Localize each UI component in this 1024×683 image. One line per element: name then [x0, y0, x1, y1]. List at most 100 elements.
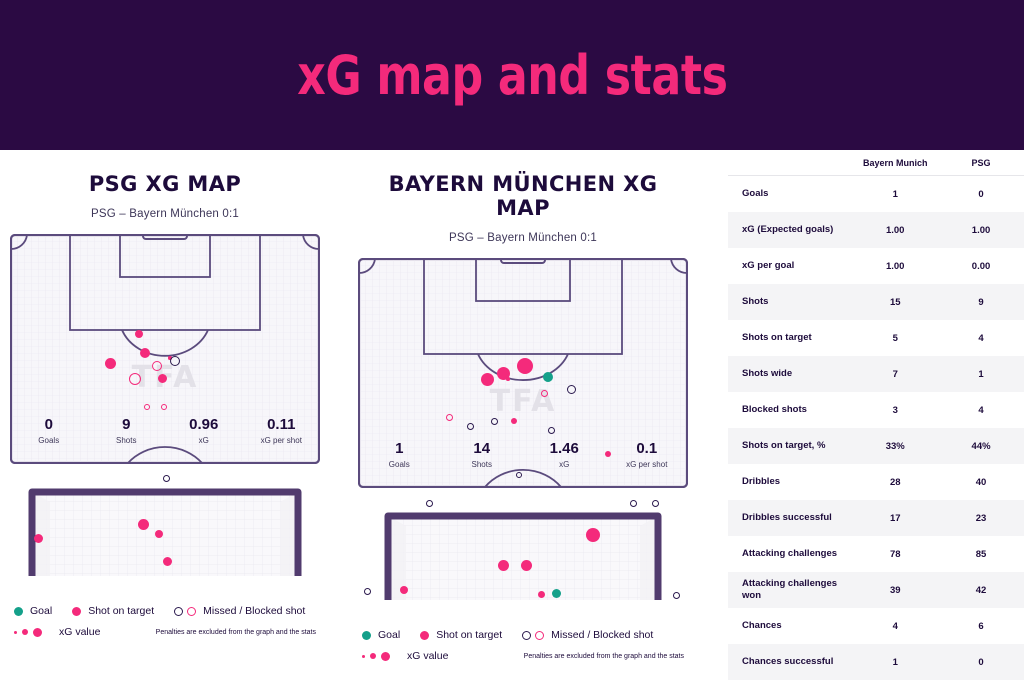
bayern-pitch-stats: 1 Goals 14 Shots 1.46 xG 0.1 xG per shot: [358, 440, 688, 469]
stat-label: xG: [198, 436, 209, 445]
legend-shot-on-target: Shot on target: [420, 629, 502, 641]
shot-marker: [135, 330, 143, 338]
legend-label: Missed / Blocked shot: [551, 629, 654, 641]
row-psg-value: 0: [978, 656, 984, 668]
missed-shot-marker: [516, 472, 522, 478]
table-row: Shots 15 9: [728, 284, 1024, 320]
legend-note: Penalties are excluded from the graph an…: [155, 628, 316, 636]
row-psg-value: 4: [978, 332, 984, 344]
row-psg-value: 4: [978, 404, 984, 416]
bayern-map-subtitle: PSG – Bayern München 0:1: [449, 232, 597, 244]
psg-goal-frame: [10, 474, 320, 597]
shot-marker: [481, 373, 494, 386]
table-row: Attacking challenges 78 85: [728, 536, 1024, 572]
page-title: xG map and stats: [296, 43, 728, 107]
missed-shot-marker: [673, 592, 680, 599]
row-metric: Dribbles: [742, 476, 781, 488]
row-psg-value: 85: [975, 548, 987, 560]
shot-marker: [498, 560, 509, 571]
row-metric: Chances: [742, 620, 782, 632]
shot-marker: [34, 534, 43, 543]
row-metric: Attacking challenges: [742, 548, 838, 560]
table-row: Shots on target, % 33% 44%: [728, 428, 1024, 464]
shot-marker: [521, 560, 532, 571]
row-bayern-value: 15: [889, 296, 901, 308]
row-psg-value: 0.00: [971, 260, 991, 272]
table-header-row: Bayern Munich PSG: [728, 150, 1024, 176]
row-bayern-value: 5: [892, 332, 898, 344]
blocked-shot-marker: [129, 373, 141, 385]
missed-shot-marker: [163, 475, 170, 482]
bayern-map-title: BAYERN MÜNCHEN XG MAP: [388, 172, 658, 220]
table-row: Chances 4 6: [728, 608, 1024, 644]
missed-shot-marker: [170, 356, 180, 366]
legend-label: Goal: [30, 605, 53, 617]
bayern-pitch: TFA 1: [358, 258, 688, 488]
blocked-shot-marker: [161, 404, 168, 411]
blocked-shot-marker: [144, 404, 151, 411]
stat-label: Goals: [388, 460, 410, 469]
shot-marker: [105, 358, 116, 369]
xg-scale-icon: [362, 651, 395, 661]
row-psg-value: 1.00: [971, 224, 991, 236]
row-psg-value: 40: [975, 476, 987, 488]
shot-marker: [497, 367, 510, 380]
row-bayern-value: 78: [889, 548, 901, 560]
row-psg-value: 42: [975, 584, 987, 596]
shot-marker: [168, 356, 172, 360]
stat-label: xG per shot: [626, 460, 668, 469]
goal-dot-icon: [362, 630, 371, 640]
shot-marker: [155, 530, 164, 539]
shot-marker: [163, 557, 172, 566]
main-content: PSG XG MAP PSG – Bayern München 0:1: [0, 150, 1024, 683]
row-metric: Goals: [742, 188, 769, 200]
column-header-bayern: Bayern Munich: [862, 157, 928, 168]
table-row: Dribbles successful 17 23: [728, 500, 1024, 536]
psg-map-column: PSG XG MAP PSG – Bayern München 0:1: [10, 150, 320, 647]
row-psg-value: 0: [978, 188, 984, 200]
row-bayern-value: 4: [892, 620, 898, 632]
legend-missed-blocked: Missed / Blocked shot: [522, 629, 653, 641]
psg-map-title: PSG XG MAP: [88, 172, 242, 196]
bayern-legend: Goal Shot on target Missed / Blocked sho…: [358, 629, 688, 662]
table-row: Dribbles 28 40: [728, 464, 1024, 500]
blocked-shot-marker: [446, 414, 453, 421]
legend-goal: Goal: [362, 629, 400, 641]
stat-label: Shots: [471, 460, 492, 469]
stat-value: 0.96: [189, 416, 219, 433]
row-metric: Shots on target: [742, 332, 812, 344]
blocked-ring-icon: [187, 606, 197, 616]
stat-label: Goals: [38, 436, 60, 445]
stat-value: 1: [395, 440, 404, 457]
goal-marker: [552, 589, 561, 598]
stat-value: 0: [44, 416, 53, 433]
stat-label: Shots: [116, 436, 137, 445]
blocked-shot-marker: [152, 361, 162, 371]
missed-ring-icon: [522, 630, 532, 640]
psg-legend: Goal Shot on target Missed / Blocked sho…: [10, 605, 320, 638]
stat-value: 1.46: [549, 440, 579, 457]
missed-shot-marker: [630, 500, 637, 507]
row-bayern-value: 1: [892, 656, 898, 668]
legend-label: Goal: [378, 629, 401, 641]
row-psg-value: 44%: [971, 440, 991, 452]
psg-pitch-stats: 0 Goals 9 Shots 0.96 xG 0.11 xG per shot: [10, 416, 320, 445]
blocked-ring-icon: [535, 630, 545, 640]
svg-text:TFA: TFA: [490, 384, 557, 419]
row-bayern-value: 7: [892, 368, 898, 380]
stats-table: Bayern Munich PSG Goals 1 0 xG (Expected…: [728, 150, 1024, 683]
shot-marker: [158, 374, 167, 383]
bayern-goal-frame: [358, 498, 688, 621]
shot-dot-icon: [420, 630, 430, 640]
missed-shot-marker: [567, 385, 576, 394]
stat-label: xG per shot: [260, 436, 302, 445]
row-psg-value: 6: [978, 620, 984, 632]
row-bayern-value: 33%: [885, 440, 905, 452]
legend-label: xG value: [59, 626, 101, 638]
missed-shot-marker: [467, 423, 474, 430]
xg-scale-icon: [14, 627, 47, 637]
shot-marker: [140, 348, 150, 358]
row-psg-value: 23: [975, 512, 987, 524]
blocked-shot-marker: [541, 390, 548, 397]
table-row: Shots on target 5 4: [728, 320, 1024, 356]
